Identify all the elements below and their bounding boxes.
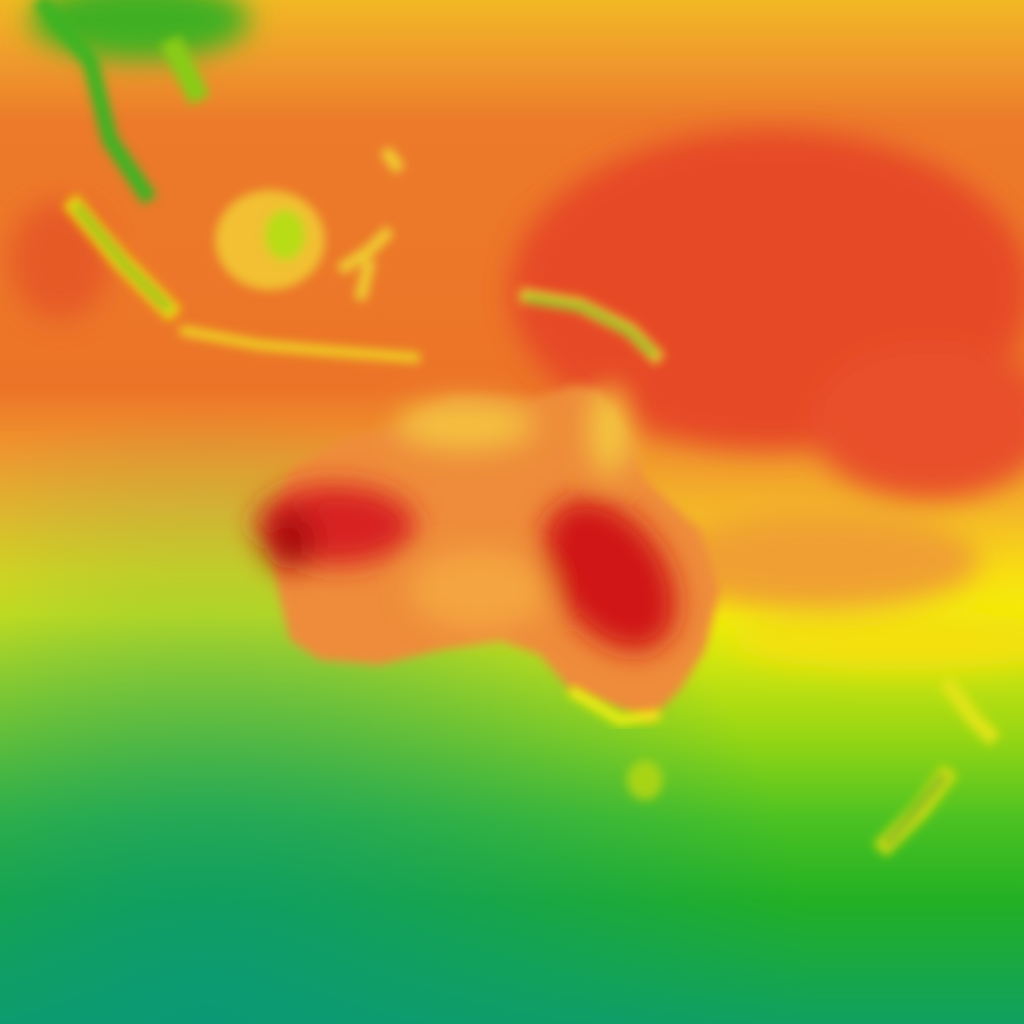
sulawesi [336, 225, 395, 302]
coast-band [567, 685, 661, 726]
warm-spot [590, 385, 630, 475]
hot-ocean [810, 340, 1024, 500]
yellow-band [730, 610, 1024, 670]
warm-band [660, 510, 980, 610]
new-zealand-north [938, 675, 1001, 746]
australia [255, 385, 720, 726]
java [179, 325, 421, 363]
tasmania [627, 760, 663, 800]
new-guinea-highlands [524, 295, 657, 357]
sumatra-highlands [72, 203, 173, 313]
philippines [380, 146, 405, 174]
borneo-highlands [265, 210, 305, 260]
warm-spot [410, 550, 550, 630]
islands [33, 0, 1001, 857]
warm-spot [395, 400, 535, 450]
hot-spot [265, 510, 315, 570]
hot-spot [543, 498, 677, 652]
malay-peninsula [33, 0, 157, 205]
southern-alps [882, 773, 948, 848]
indochina [160, 35, 210, 105]
